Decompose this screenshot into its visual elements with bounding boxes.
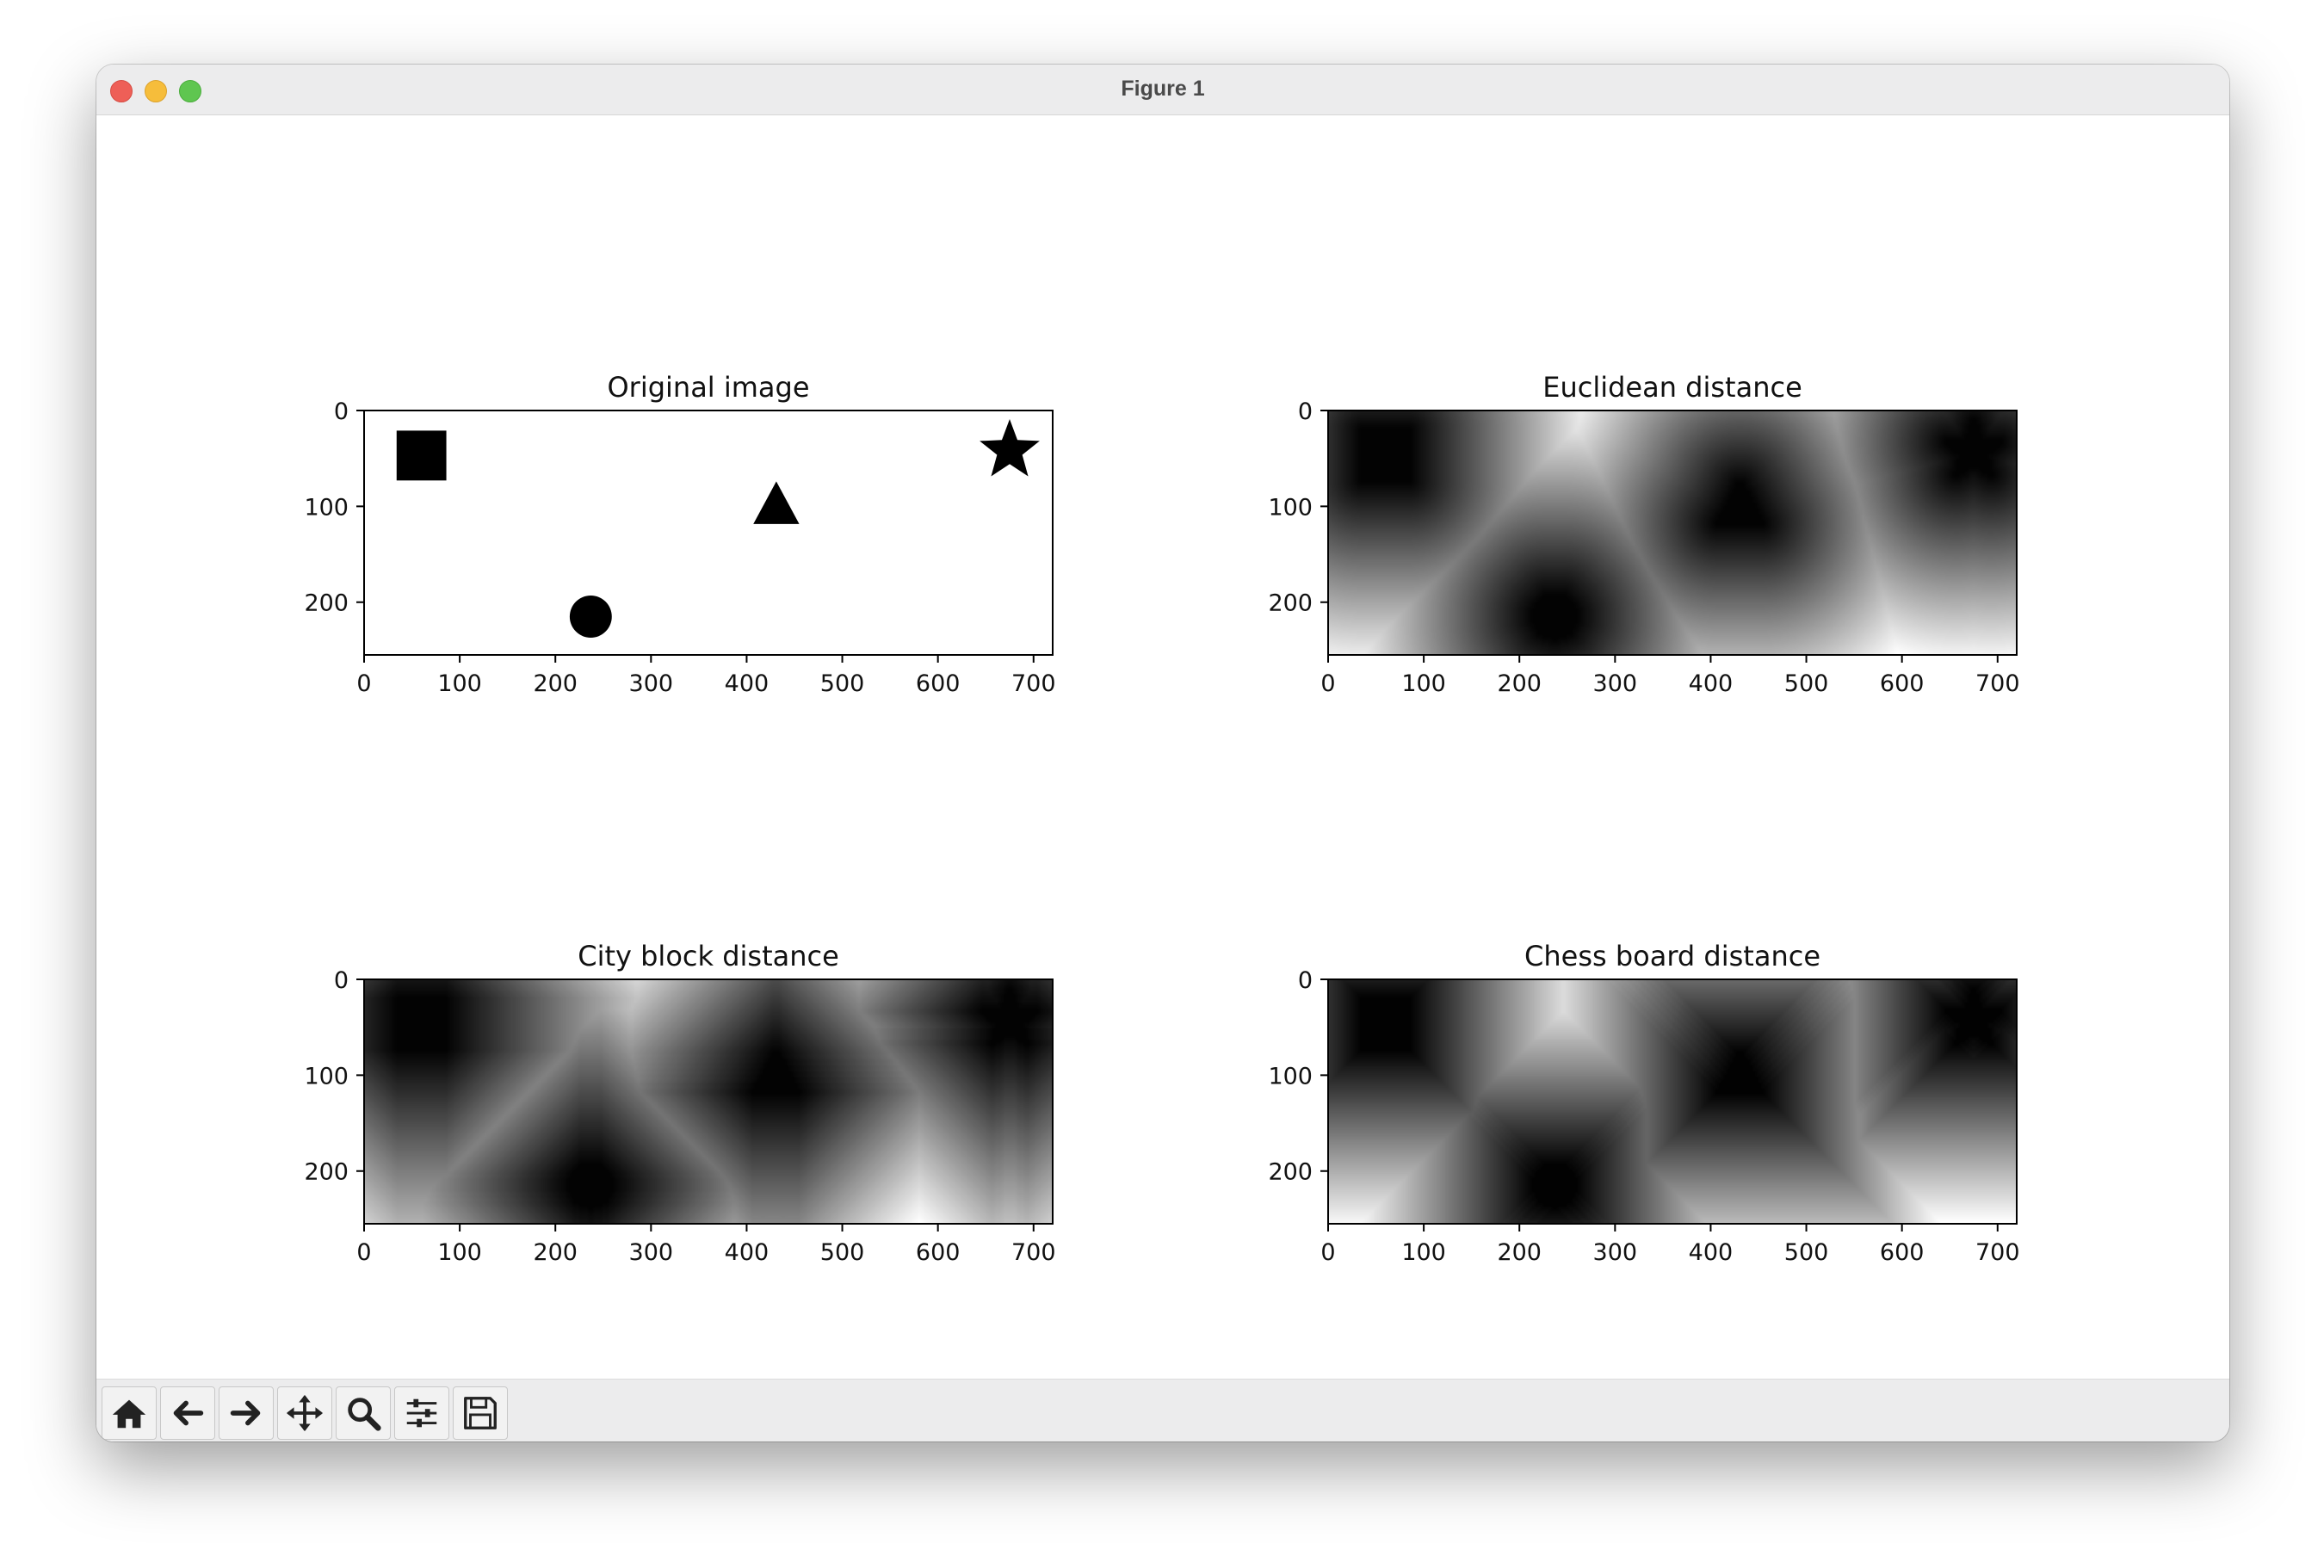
close-window-button[interactable] <box>110 80 133 102</box>
x-tick-label: 0 <box>356 1239 371 1266</box>
axes-frame <box>363 410 1054 656</box>
distance-heatmap <box>364 979 1053 1224</box>
circle-shape <box>569 595 612 638</box>
y-tick-label: 0 <box>334 967 349 994</box>
configure-subplots-button[interactable] <box>394 1386 449 1440</box>
x-tick-label: 500 <box>820 670 865 697</box>
maximize-window-button[interactable] <box>179 80 201 102</box>
x-tick-label: 0 <box>1320 670 1335 697</box>
x-tick-label: 0 <box>1320 1239 1335 1266</box>
x-tick-label: 600 <box>1880 670 1925 697</box>
x-tick-label: 600 <box>916 670 961 697</box>
axes-frame <box>363 978 1054 1225</box>
x-tick-label: 100 <box>1401 670 1446 697</box>
y-tick-label: 200 <box>1268 590 1313 617</box>
minimize-window-button[interactable] <box>145 80 167 102</box>
x-tick-label: 200 <box>533 1239 578 1266</box>
star-shape <box>980 419 1040 477</box>
subplot-4: Chess board distance 0 100 200 300 400 500 600 7… <box>1268 940 2019 1266</box>
y-tick-label: 100 <box>1268 494 1313 521</box>
y-tick-label: 0 <box>334 398 349 425</box>
distance-heatmap <box>1328 979 2017 1224</box>
x-tick-label: 300 <box>629 670 674 697</box>
x-tick-label: 200 <box>1497 670 1542 697</box>
x-tick-label: 500 <box>1784 1239 1829 1266</box>
image-background <box>364 411 1053 655</box>
axes-frame <box>1327 978 2018 1225</box>
x-tick-label: 500 <box>1784 670 1829 697</box>
figure-window: Figure 1 Original image 0 100 200 300 400 500 6… <box>96 65 2229 1441</box>
home-icon <box>112 1399 146 1429</box>
subplot-title: Euclidean distance <box>1542 371 1802 404</box>
triangle-shape <box>753 481 800 524</box>
y-tick-label: 100 <box>304 1063 349 1090</box>
arrow-left-icon <box>173 1400 204 1426</box>
x-tick-label: 700 <box>1975 1239 2020 1266</box>
axes-frame <box>1327 410 2018 656</box>
x-tick-label: 100 <box>437 1239 482 1266</box>
back-button[interactable] <box>160 1386 215 1440</box>
y-tick-label: 200 <box>1268 1159 1313 1186</box>
y-tick-label: 200 <box>304 590 349 617</box>
x-tick-label: 600 <box>1880 1239 1925 1266</box>
x-tick-label: 300 <box>629 1239 674 1266</box>
y-tick-label: 0 <box>1298 398 1313 425</box>
square-shape <box>396 430 447 481</box>
sliders-icon <box>406 1398 437 1428</box>
x-tick-label: 700 <box>1011 670 1056 697</box>
x-tick-label: 0 <box>356 670 371 697</box>
magnifier-icon <box>348 1398 381 1431</box>
x-tick-label: 100 <box>1401 1239 1446 1266</box>
floppy-disk-icon <box>464 1397 497 1429</box>
x-tick-label: 600 <box>916 1239 961 1266</box>
x-tick-label: 200 <box>533 670 578 697</box>
subplot-title: City block distance <box>578 940 839 972</box>
distance-heatmap <box>1328 411 2017 655</box>
home-button[interactable] <box>102 1386 157 1440</box>
y-tick-label: 200 <box>304 1159 349 1186</box>
x-tick-label: 400 <box>725 1239 770 1266</box>
zoom-button[interactable] <box>336 1386 391 1440</box>
pan-button[interactable] <box>277 1386 332 1440</box>
y-tick-label: 100 <box>304 494 349 521</box>
forward-button[interactable] <box>219 1386 274 1440</box>
save-button[interactable] <box>453 1386 508 1440</box>
arrow-right-icon <box>230 1400 261 1426</box>
y-tick-label: 100 <box>1268 1063 1313 1090</box>
y-tick-label: 0 <box>1298 967 1313 994</box>
x-tick-label: 300 <box>1593 1239 1638 1266</box>
x-tick-label: 500 <box>820 1239 865 1266</box>
figure-canvas[interactable]: Original image 0 100 200 300 400 500 600 700 0 100… <box>96 114 2229 1379</box>
x-tick-label: 400 <box>1689 670 1734 697</box>
move-icon <box>286 1394 324 1432</box>
x-tick-label: 700 <box>1011 1239 1056 1266</box>
subplot-1: Original image 0 100 200 300 400 500 600 700 0 100… <box>304 371 1055 697</box>
x-tick-label: 700 <box>1975 670 2020 697</box>
x-tick-label: 300 <box>1593 670 1638 697</box>
x-tick-label: 400 <box>1689 1239 1734 1266</box>
x-tick-label: 100 <box>437 670 482 697</box>
navigation-toolbar <box>96 1379 2229 1441</box>
subplot-title: Original image <box>607 371 809 404</box>
window-title: Figure 1 <box>1121 77 1205 101</box>
subplot-3: City block distance 0 100 200 300 400 500 600 70… <box>304 940 1055 1266</box>
subplot-title: Chess board distance <box>1524 940 1820 972</box>
subplot-2: Euclidean distance 0 100 200 300 400 500 600 700… <box>1268 371 2019 697</box>
title-bar: Figure 1 <box>96 65 2229 115</box>
x-tick-label: 200 <box>1497 1239 1542 1266</box>
x-tick-label: 400 <box>725 670 770 697</box>
